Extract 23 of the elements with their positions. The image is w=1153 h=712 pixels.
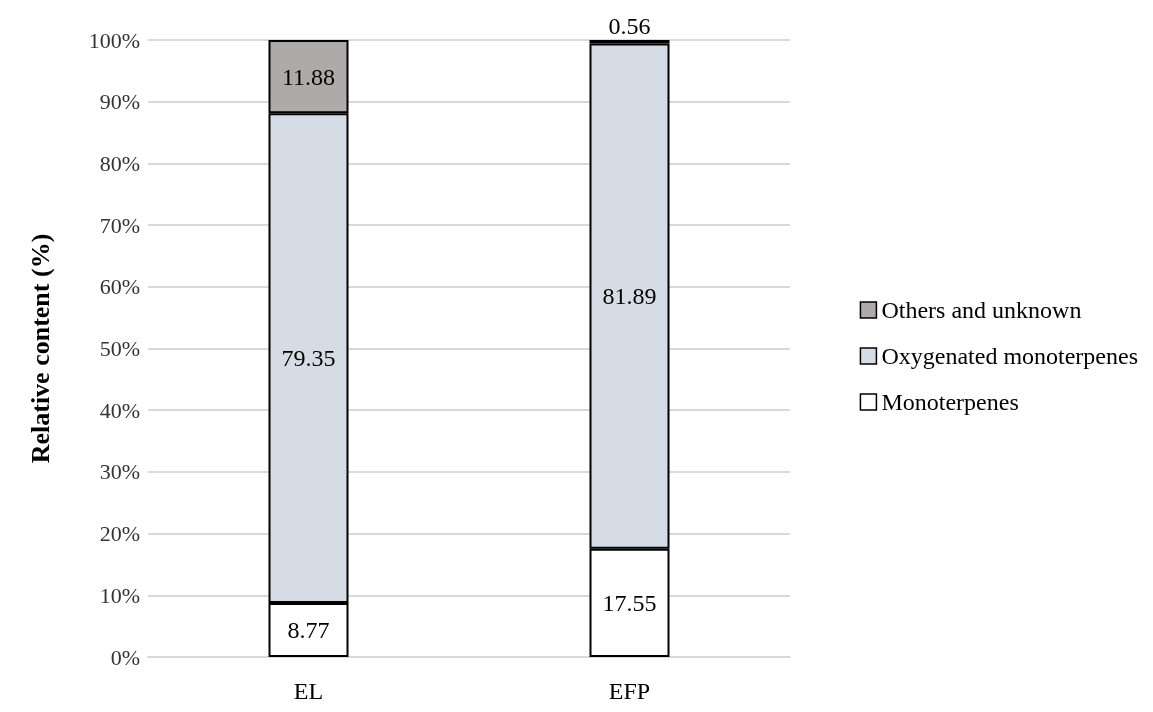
y-axis-title: Relative content (%): [25, 233, 55, 464]
y-tick-label: 60%: [99, 274, 140, 300]
y-tick-label: 30%: [99, 459, 140, 485]
legend-label: Monoterpenes: [881, 389, 1019, 415]
y-tick-label: 70%: [99, 212, 140, 238]
x-tick-label: EL: [293, 678, 324, 704]
y-tick-label: 0%: [110, 644, 140, 670]
y-tick-label: 100%: [88, 27, 140, 53]
data-label: 79.35: [281, 345, 336, 372]
x-tick-label: EFP: [608, 678, 651, 704]
y-tick-label: 20%: [99, 521, 140, 547]
data-label: 8.77: [287, 616, 330, 643]
legend-label: Oxygenated monoterpenes: [881, 343, 1139, 369]
data-label: 81.89: [602, 283, 657, 310]
data-label: 11.88: [281, 63, 336, 90]
data-label: 17.55: [602, 589, 657, 616]
legend-label: Others and unknown: [881, 297, 1082, 323]
y-tick-label: 10%: [99, 582, 140, 608]
y-tick-label: 50%: [99, 336, 140, 361]
y-tick-label: 40%: [99, 397, 140, 423]
y-tick-label: 90%: [99, 89, 140, 115]
data-label: 0.56: [608, 13, 651, 39]
y-tick-label: 80%: [99, 150, 140, 176]
